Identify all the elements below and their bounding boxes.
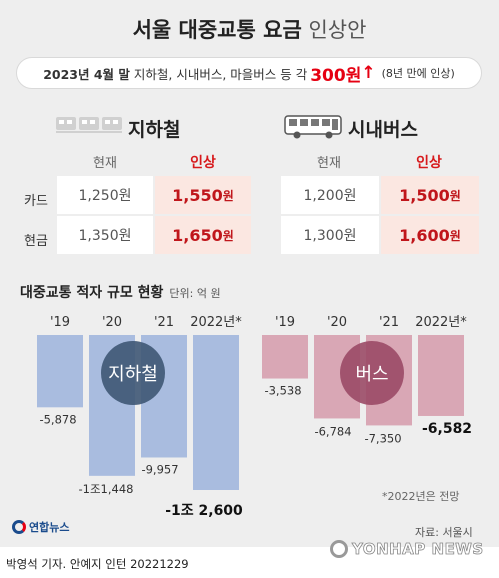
yonhap-logo-icon: [12, 520, 26, 534]
source-label: 자료: 서울시: [415, 526, 473, 539]
bus-cash-raise: 1,600 원: [381, 216, 479, 254]
subway-card-raise: 1,550 원: [155, 176, 251, 214]
bus-col-current: 현재: [317, 156, 341, 171]
subway-value-label-2: -9,957: [141, 462, 178, 476]
infographic-panel: [0, 0, 499, 547]
bus-value-label-1: -6,784: [314, 424, 351, 438]
bus-value-label-0: -3,538: [264, 384, 301, 398]
subway-cash-raise-unit: 원: [222, 228, 234, 243]
deficit-unit: 단위: 억 원: [169, 287, 221, 300]
subway-cash-current: 1,350원: [57, 216, 153, 254]
subway-card-raise-unit: 원: [222, 188, 234, 203]
subway-col-raise: 인상: [190, 155, 216, 171]
title-light: 인상안: [308, 18, 367, 42]
banner-items: 지하철, 시내버스, 마을버스 등 각: [133, 66, 308, 82]
bus-icon: [284, 115, 342, 139]
bus-value-label-3: -6,582: [422, 421, 472, 437]
banner-note: (8년 만에 인상): [381, 67, 455, 80]
row-label-card: 카드: [24, 194, 48, 209]
subway-series-circle: [101, 341, 165, 405]
bus-value-label-2: -7,350: [364, 431, 401, 445]
deficit-bar-chart: '19 -5,878 '20 -1조1,448 '21 -9,957 2022년* -1조 2…: [37, 315, 472, 519]
bus-tick-1: '20: [327, 315, 347, 330]
banner-amount: 300원: [310, 65, 362, 86]
subway-card-raise-num: 1,550: [172, 185, 223, 205]
chart-footnote: *2022년은 전망: [382, 490, 460, 503]
subway-bar-3: [193, 335, 239, 490]
bus-cash-current: 1,300원: [281, 216, 379, 254]
bus-tick-3: 2022년*: [415, 315, 467, 330]
watermark-logo-icon: [330, 540, 348, 558]
subway-tick-3: 2022년*: [190, 315, 242, 330]
subway-tick-0: '19: [50, 315, 70, 330]
credit-line: 박영석 기자. 안예지 인턴 20221229: [6, 557, 189, 571]
subway-cash-raise: 1,650 원: [155, 216, 251, 254]
bus-tick-0: '19: [275, 315, 295, 330]
subway-col-current: 현재: [93, 156, 117, 171]
logo-text: 연합뉴스: [29, 521, 70, 534]
subway-tick-2: '21: [154, 315, 174, 330]
bus-section-title: 시내버스: [348, 119, 418, 141]
deficit-chart-title: 대중교통 적자 규모 현황 단위: 억 원: [20, 282, 221, 302]
bus-bar-3: [418, 335, 464, 416]
yonhap-logo: 연합뉴스: [12, 519, 69, 535]
bus-col-raise: 인상: [416, 155, 442, 171]
bus-series-circle: [340, 341, 404, 405]
page-title: 서울 대중교통 요금 인상안: [0, 14, 499, 44]
subway-card-current: 1,250원: [57, 176, 153, 214]
subway-series-label: 지하철: [108, 364, 158, 385]
subway-value-label-1: -1조1,448: [79, 482, 134, 496]
bus-card-raise-unit: 원: [449, 188, 461, 203]
subway-value-label-0: -5,878: [39, 412, 76, 426]
bus-cash-raise-num: 1,600: [399, 225, 450, 245]
bus-card-raise-num: 1,500: [399, 185, 450, 205]
subway-bar-0: [37, 335, 83, 408]
bus-card-raise: 1,500 원: [381, 176, 479, 214]
title-bold: 서울 대중교통 요금: [132, 18, 302, 42]
bus-card-current: 1,200원: [281, 176, 379, 214]
fare-hike-banner: 2023년 4월 말 지하철, 시내버스, 마을버스 등 각 300원 ↑ (8…: [16, 57, 482, 89]
bus-cash-raise-unit: 원: [449, 228, 461, 243]
subway-section-title: 지하철: [128, 119, 181, 141]
subway-cash-raise-num: 1,650: [172, 225, 223, 245]
subway-train-icon: [56, 117, 122, 133]
bus-bar-0: [262, 335, 308, 379]
subway-tick-1: '20: [102, 315, 122, 330]
watermark-text: YONHAP NEWS: [352, 540, 484, 559]
banner-date: 2023년 4월 말: [43, 66, 130, 82]
yonhap-watermark: YONHAP NEWS: [330, 540, 484, 558]
row-label-cash: 현금: [24, 234, 48, 249]
subway-value-label-3: -1조 2,600: [165, 503, 243, 519]
deficit-title-text: 대중교통 적자 규모 현황: [20, 285, 164, 301]
up-arrow-icon: ↑: [361, 63, 376, 83]
bus-tick-2: '21: [379, 315, 399, 330]
bus-series-label: 버스: [355, 364, 388, 385]
